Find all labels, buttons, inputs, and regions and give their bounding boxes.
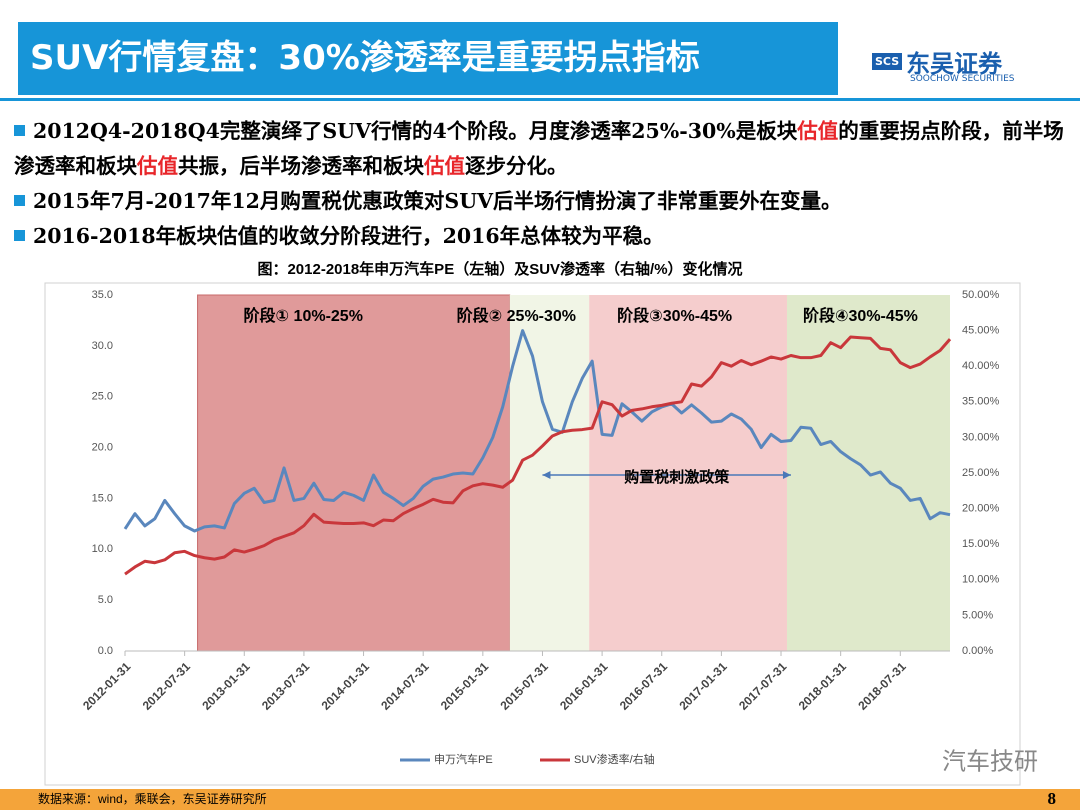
title-rule — [0, 98, 1080, 101]
y-tick-label: 10.0 — [92, 543, 113, 555]
bullet-text: 2012Q4-2018Q4完整演绎了SUV行情的4个阶段。月度渗透率25%-30… — [33, 119, 798, 143]
x-tick-label: 2016-01-31 — [557, 659, 611, 713]
legend-label: SUV渗透率/右轴 — [574, 752, 655, 766]
highlight: 估值 — [137, 154, 178, 178]
stage-label: 阶段④30%-45% — [803, 306, 918, 325]
bullet-text: 的重要拐点阶段，前半场渗透率和板块 — [14, 119, 1064, 178]
x-tick-label: 2012-07-31 — [140, 659, 194, 713]
annotation-text: 购置税刺激政策 — [624, 468, 730, 486]
stage-region — [589, 295, 787, 651]
y-tick-label: 30.0 — [92, 340, 113, 352]
bullet: 2012Q4-2018Q4完整演绎了SUV行情的4个阶段。月度渗透率25%-30… — [14, 114, 1074, 184]
x-tick-label: 2017-07-31 — [736, 659, 790, 713]
y2-tick-label: 40.00% — [962, 360, 1000, 372]
legend-label: 申万汽车PE — [434, 752, 493, 766]
x-tick-label: 2015-01-31 — [438, 659, 492, 713]
y2-tick-label: 45.00% — [962, 325, 1000, 337]
bullets: 2012Q4-2018Q4完整演绎了SUV行情的4个阶段。月度渗透率25%-30… — [14, 114, 1074, 254]
chart-title: 图：2012-2018年申万汽车PE（左轴）及SUV渗透率（右轴/%）变化情况 — [257, 260, 742, 278]
y-tick-label: 25.0 — [92, 391, 113, 403]
y2-tick-label: 50.00% — [962, 289, 1000, 301]
x-tick-label: 2012-01-31 — [80, 659, 134, 713]
x-tick-label: 2018-01-31 — [796, 659, 850, 713]
x-tick-label: 2018-07-31 — [855, 659, 909, 713]
x-tick-label: 2014-07-31 — [378, 659, 432, 713]
x-tick-label: 2014-01-31 — [319, 659, 373, 713]
y-tick-label: 0.0 — [98, 645, 113, 657]
y2-tick-label: 5.00% — [962, 609, 993, 621]
source: 数据来源：wind，乘联会，东吴证券研究所 — [38, 792, 267, 806]
logo-en: SOOCHOW SECURITIES — [910, 74, 1015, 84]
arrow-head — [782, 471, 791, 480]
page-number: 8 — [1047, 789, 1057, 808]
bullet-text: 共振，后半场渗透率和板块 — [178, 154, 424, 178]
series-line — [124, 335, 952, 576]
y-tick-label: 20.0 — [92, 441, 113, 453]
bullet: 2015年7月-2017年12月购置税优惠政策对SUV后半场行情扮演了非常重要外… — [14, 184, 1074, 219]
x-tick-label: 2013-07-31 — [259, 659, 313, 713]
watermark: 汽车技研 — [942, 748, 1038, 775]
y2-tick-label: 30.00% — [962, 431, 1000, 443]
y2-tick-label: 25.00% — [962, 467, 1000, 479]
stage-label: 阶段① 10%-25% — [244, 306, 363, 325]
logo-mark: SCS — [872, 53, 903, 70]
bullet: 2016-2018年板块估值的收敛分阶段进行，2016年总体较为平稳。 — [14, 219, 1074, 254]
x-tick-label: 2013-01-31 — [199, 659, 253, 713]
y2-tick-label: 20.00% — [962, 503, 1000, 515]
bullet-text: 逐步分化。 — [465, 154, 568, 178]
arrow-head — [542, 471, 551, 480]
chart-frame — [44, 282, 1021, 786]
footer: 数据来源：wind，乘联会，东吴证券研究所 8 — [0, 789, 1080, 810]
stage-label: 阶段③30%-45% — [617, 306, 732, 325]
y2-tick-label: 15.00% — [962, 538, 1000, 550]
y-tick-label: 5.0 — [98, 594, 113, 606]
y2-tick-label: 0.00% — [962, 645, 993, 657]
y2-tick-label: 35.00% — [962, 396, 1000, 408]
series-line — [123, 329, 951, 533]
bullet-text: 2015年7月-2017年12月购置税优惠政策对SUV后半场行情扮演了非常重要外… — [33, 189, 842, 213]
y-tick-label: 15.0 — [92, 492, 113, 504]
bullet-text: 2016-2018年板块估值的收敛分阶段进行，2016年总体较为平稳。 — [33, 224, 664, 248]
title: SUV行情复盘：30%渗透率是重要拐点指标 — [18, 22, 838, 95]
stage-label: 阶段② 25%-30% — [457, 306, 576, 325]
y-tick-label: 35.0 — [92, 289, 113, 301]
highlight: 估值 — [424, 154, 465, 178]
highlight: 估值 — [797, 119, 839, 143]
x-tick-label: 2016-07-31 — [617, 659, 671, 713]
y2-tick-label: 10.00% — [962, 574, 1000, 586]
logo-name: 东吴证券 — [906, 50, 1003, 78]
x-tick-label: 2017-01-31 — [676, 659, 730, 713]
logo: SCS 东吴证券 SOOCHOW SECURITIES — [872, 44, 1015, 84]
x-tick-label: 2015-07-31 — [498, 659, 552, 713]
